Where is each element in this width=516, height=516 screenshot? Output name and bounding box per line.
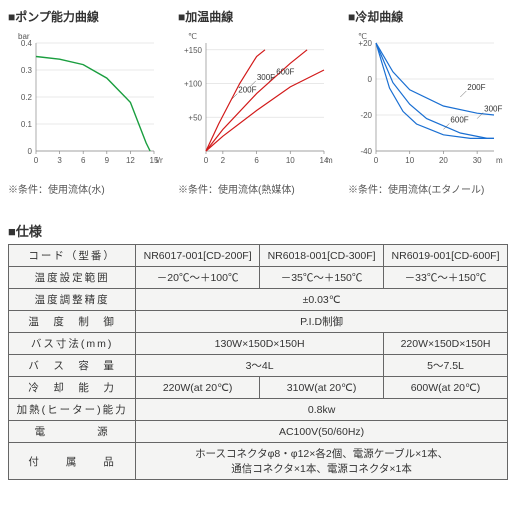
svg-text:min: min	[326, 156, 333, 165]
chart-title: ■ポンプ能力曲線	[8, 8, 168, 25]
svg-text:0.2: 0.2	[21, 93, 33, 102]
cell: AC100V(50/60Hz)	[136, 421, 508, 443]
svg-text:300F: 300F	[257, 73, 275, 82]
svg-text:l/min: l/min	[156, 156, 163, 165]
row-header: 加熱(ヒーター)能力	[9, 399, 136, 421]
svg-text:+150: +150	[184, 46, 203, 55]
chart-title: ■加温曲線	[178, 8, 338, 25]
svg-text:30: 30	[473, 156, 482, 165]
cell: NR6018-001[CD-300F]	[260, 245, 384, 267]
svg-text:600F: 600F	[450, 115, 468, 124]
svg-text:0: 0	[374, 156, 379, 165]
spec-table: コード（型番）NR6017-001[CD-200F]NR6018-001[CD-…	[8, 244, 508, 480]
svg-text:+50: +50	[188, 113, 202, 122]
svg-text:+20: +20	[358, 39, 372, 48]
cell: 310W(at 20℃)	[260, 377, 384, 399]
svg-text:℃: ℃	[188, 32, 197, 41]
cell: ±0.03℃	[136, 289, 508, 311]
chart-svg: ℃-40-200+200102030min200F300F600F	[348, 29, 503, 174]
svg-text:200F: 200F	[467, 83, 485, 92]
chart-0: ■ポンプ能力曲線bar00.10.20.30.403691215l/min※条件…	[8, 8, 168, 196]
chart-note: ※条件：使用流体(熱媒体)	[178, 181, 338, 196]
chart-note: ※条件：使用流体(エタノール)	[348, 181, 508, 196]
svg-text:0: 0	[28, 147, 33, 156]
svg-text:300F: 300F	[484, 105, 502, 114]
svg-text:200F: 200F	[238, 86, 256, 95]
svg-text:0.3: 0.3	[21, 66, 33, 75]
svg-text:6: 6	[81, 156, 86, 165]
cell: －20℃～＋100℃	[136, 267, 260, 289]
row-header: 温度調整精度	[9, 289, 136, 311]
chart-note: ※条件：使用流体(水)	[8, 181, 168, 196]
cell: NR6017-001[CD-200F]	[136, 245, 260, 267]
chart-svg: ℃+50+100+1500261014min200F300F600F	[178, 29, 333, 174]
svg-text:10: 10	[286, 156, 295, 165]
svg-text:-20: -20	[360, 111, 372, 120]
svg-text:0.4: 0.4	[21, 39, 33, 48]
spec-heading: ■仕様	[8, 221, 508, 240]
svg-text:9: 9	[105, 156, 110, 165]
cell: －33℃～＋150℃	[384, 267, 508, 289]
cell: 5～7.5L	[384, 355, 508, 377]
svg-text:0: 0	[34, 156, 39, 165]
cell: 600W(at 20℃)	[384, 377, 508, 399]
cell: P.I.D制御	[136, 311, 508, 333]
svg-text:20: 20	[439, 156, 448, 165]
cell: 0.8kw	[136, 399, 508, 421]
row-header: 温 度 制 御	[9, 311, 136, 333]
chart-title: ■冷却曲線	[348, 8, 508, 25]
row-header: 冷 却 能 力	[9, 377, 136, 399]
chart-svg: bar00.10.20.30.403691215l/min	[8, 29, 163, 174]
cell: 3～4L	[136, 355, 384, 377]
cell: 130W×150D×150H	[136, 333, 384, 355]
svg-text:0.1: 0.1	[21, 120, 33, 129]
svg-text:-40: -40	[360, 147, 372, 156]
cell: ホースコネクタφ8・φ12×各2個、電源ケーブル×1本、通信コネクタ×1本、電源…	[136, 443, 508, 480]
svg-text:min: min	[496, 156, 503, 165]
row-header: バ ス 容 量	[9, 355, 136, 377]
svg-text:6: 6	[254, 156, 259, 165]
svg-text:12: 12	[126, 156, 135, 165]
svg-text:10: 10	[405, 156, 414, 165]
row-header: バス寸法(mm)	[9, 333, 136, 355]
row-header: 温度設定範囲	[9, 267, 136, 289]
svg-text:600F: 600F	[276, 67, 294, 76]
row-header: 付 属 品	[9, 443, 136, 480]
row-header: 電 源	[9, 421, 136, 443]
svg-text:0: 0	[204, 156, 209, 165]
cell: 220W×150D×150H	[384, 333, 508, 355]
cell: NR6019-001[CD-600F]	[384, 245, 508, 267]
svg-text:2: 2	[221, 156, 226, 165]
svg-text:3: 3	[57, 156, 62, 165]
svg-text:+100: +100	[184, 80, 203, 89]
cell: 220W(at 20℃)	[136, 377, 260, 399]
chart-1: ■加温曲線℃+50+100+1500261014min200F300F600F※…	[178, 8, 338, 196]
chart-2: ■冷却曲線℃-40-200+200102030min200F300F600F※条…	[348, 8, 508, 196]
cell: －35℃～＋150℃	[260, 267, 384, 289]
svg-text:0: 0	[368, 75, 373, 84]
row-header: コード（型番）	[9, 245, 136, 267]
